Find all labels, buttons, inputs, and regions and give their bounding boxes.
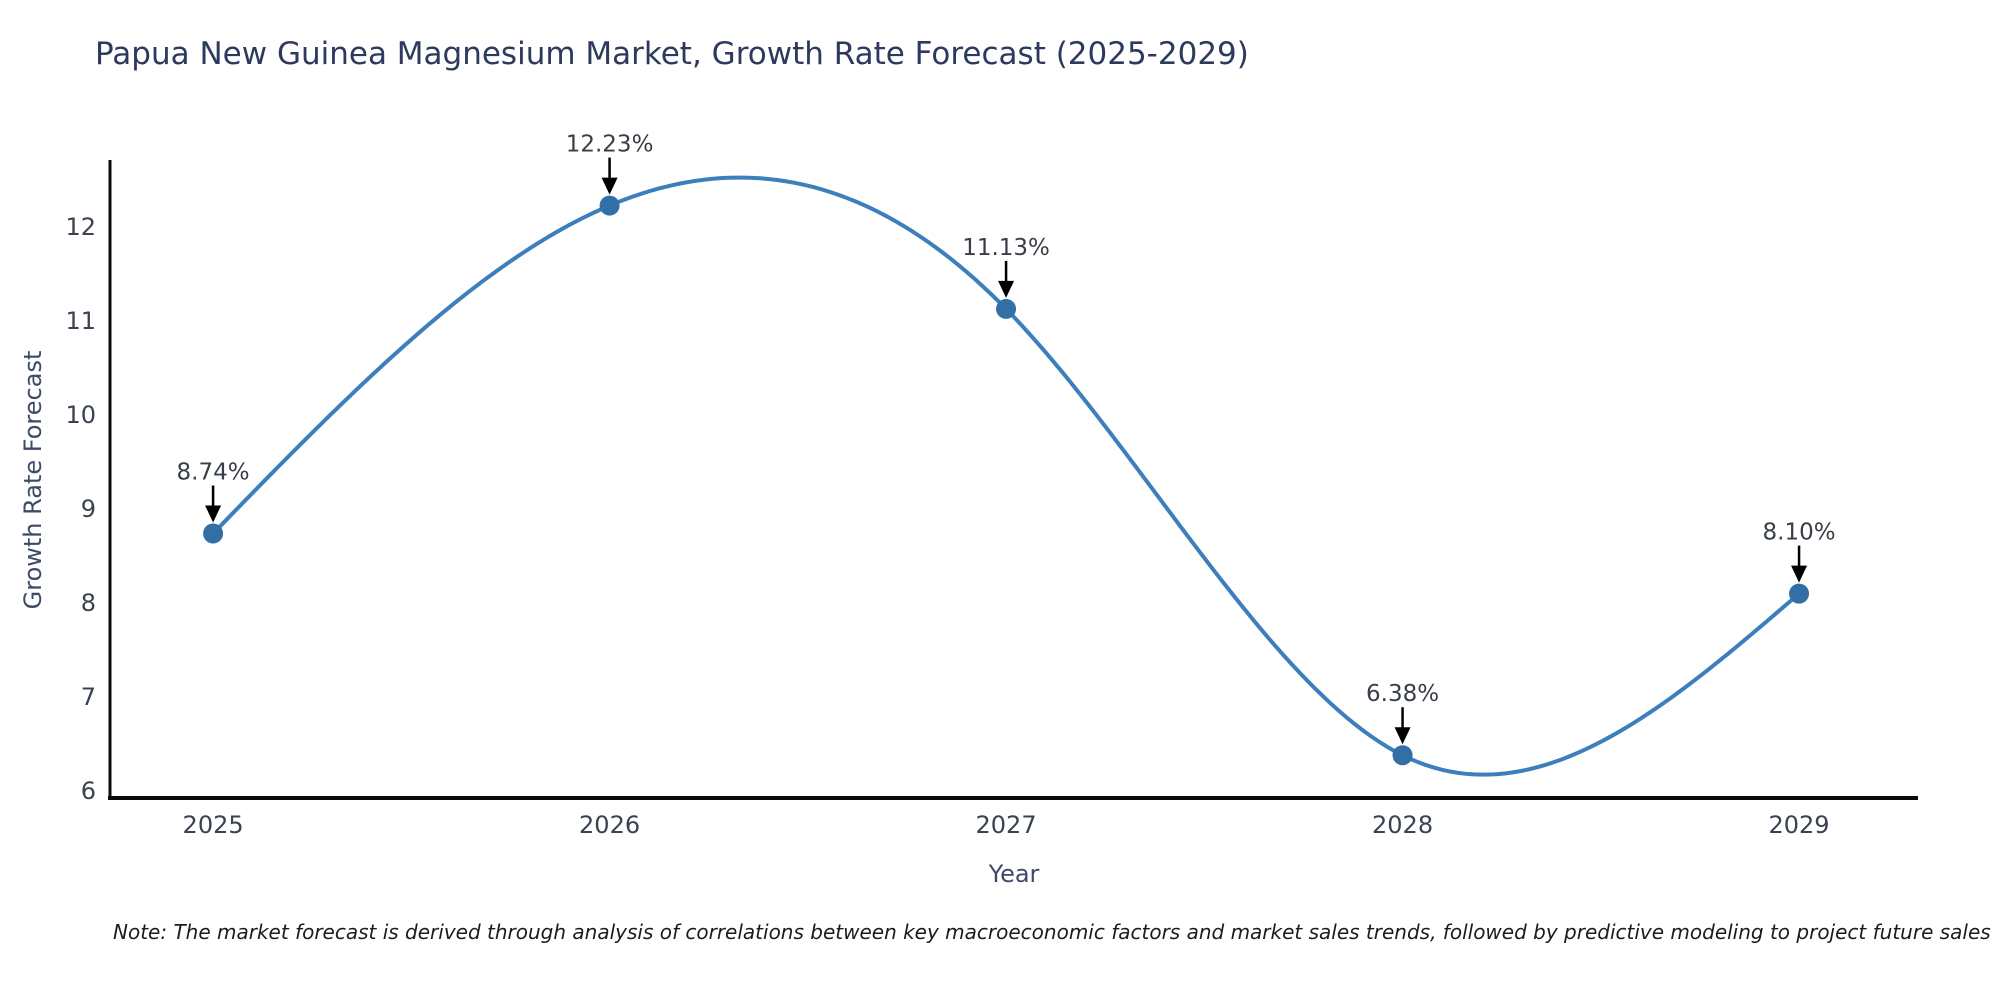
point-annotation-label: 11.13%: [962, 235, 1050, 261]
annotation-arrowhead: [1394, 727, 1411, 745]
x-tick-label: 2029: [1769, 811, 1830, 839]
data-point: [1392, 745, 1413, 766]
x-tick-label: 2027: [976, 811, 1037, 839]
annotation-arrowhead: [1791, 565, 1808, 583]
data-point: [996, 298, 1017, 319]
y-tick-label: 8: [81, 589, 96, 617]
point-annotation-label: 8.10%: [1763, 520, 1836, 546]
x-tick-label: 2025: [183, 811, 244, 839]
y-tick-label: 9: [81, 495, 96, 523]
y-tick-label: 11: [65, 307, 96, 335]
y-tick-label: 6: [81, 777, 96, 805]
y-tick-label: 7: [81, 683, 96, 711]
annotation-arrowhead: [601, 177, 618, 195]
y-tick-label: 10: [65, 401, 96, 429]
data-point: [203, 523, 224, 544]
y-tick-label: 12: [65, 213, 96, 241]
x-axis-title: Year: [988, 860, 1040, 888]
data-point: [599, 195, 620, 216]
point-annotation-label: 8.74%: [177, 459, 250, 485]
x-tick-label: 2028: [1372, 811, 1433, 839]
point-annotation-label: 12.23%: [566, 132, 654, 158]
y-axis-title: Growth Rate Forecast: [19, 350, 47, 610]
point-annotation-label: 6.38%: [1366, 681, 1439, 707]
x-tick-label: 2026: [579, 811, 640, 839]
data-point: [1789, 583, 1810, 604]
chart-title: Papua New Guinea Magnesium Market, Growt…: [95, 36, 1249, 72]
footnote: Note: The market forecast is derived thr…: [113, 920, 1991, 944]
annotation-arrowhead: [205, 505, 222, 523]
annotation-arrowhead: [998, 280, 1015, 298]
